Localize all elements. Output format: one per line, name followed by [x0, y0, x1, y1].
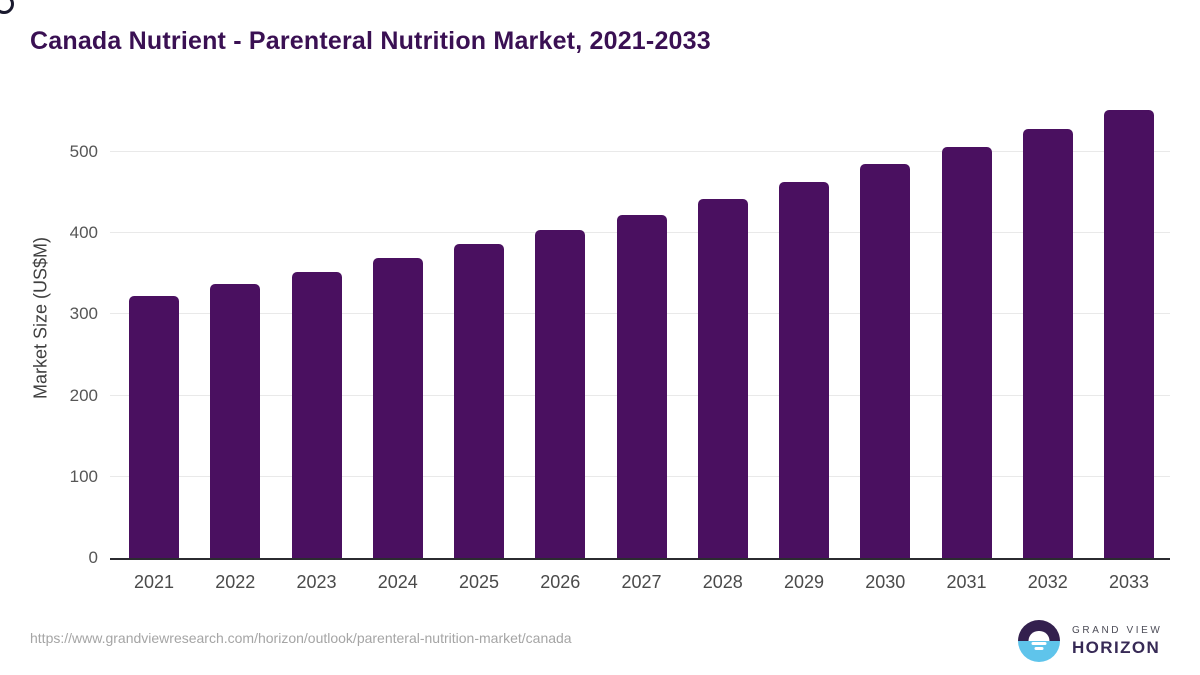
- x-tick-label-2021: 2021: [133, 572, 175, 592]
- bar-2022[interactable]: [210, 284, 261, 558]
- logo-wave-line-1: [1031, 641, 1047, 645]
- y-tick-label-100: 100: [69, 466, 98, 486]
- y-tick-label-0: 0: [88, 548, 98, 567]
- x-tick-label-2022: 2022: [215, 572, 256, 592]
- page-title: Canada Nutrient - Parenteral Nutrition M…: [30, 27, 711, 55]
- logo-wordmark: GRAND VIEW HORIZON: [1072, 625, 1162, 658]
- bar-2026[interactable]: [535, 229, 586, 558]
- bar-2029[interactable]: [779, 181, 829, 558]
- y-tick-label-500: 500: [69, 141, 98, 161]
- logo-wave-line-2: [1034, 646, 1044, 650]
- screenshot-corner-artifact: [0, 0, 14, 14]
- x-tick-label-2032: 2032: [1027, 572, 1068, 592]
- bar-2024[interactable]: [372, 258, 423, 558]
- logo-text-horizon: HORIZON: [1072, 637, 1161, 657]
- bar-2031[interactable]: [941, 146, 992, 558]
- x-tick-label-2029: 2029: [783, 572, 825, 592]
- x-tick-label-2026: 2026: [540, 572, 581, 592]
- gridline-500: [110, 150, 1170, 152]
- bar-2027[interactable]: [616, 215, 667, 558]
- bar-2030[interactable]: [860, 163, 911, 558]
- logo-water-half: [1018, 641, 1060, 662]
- x-tick-label-2033: 2033: [1108, 572, 1150, 592]
- x-tick-label-2024: 2024: [377, 572, 418, 592]
- y-tick-label-300: 300: [69, 304, 98, 324]
- plot-area: 0 100 200 300 400 500: [70, 100, 1170, 567]
- x-tick-label-2028: 2028: [702, 572, 743, 592]
- bar-2025[interactable]: [454, 244, 504, 558]
- logo-sun-shape: [1028, 631, 1050, 641]
- bar-2023[interactable]: [291, 272, 342, 558]
- y-tick-label-200: 200: [69, 385, 98, 405]
- grandview-horizon-logo: GRAND VIEW HORIZON: [1018, 620, 1162, 662]
- source-url: https://www.grandviewresearch.com/horizo…: [30, 630, 572, 646]
- y-tick-label-400: 400: [69, 223, 98, 242]
- x-tick-label-2023: 2023: [296, 572, 337, 592]
- horizon-sunrise-icon: [1018, 620, 1060, 662]
- x-tick-label-2025: 2025: [458, 572, 500, 592]
- bar-2028[interactable]: [697, 198, 748, 558]
- bar-2032[interactable]: [1022, 129, 1073, 558]
- bar-2021[interactable]: [129, 296, 179, 558]
- bar-2033[interactable]: [1104, 109, 1154, 558]
- logo-text-grand-view: GRAND VIEW: [1072, 624, 1163, 636]
- x-tick-label-2027: 2027: [621, 572, 662, 592]
- x-tick-label-2031: 2031: [946, 572, 987, 592]
- x-tick-label-2030: 2030: [865, 572, 906, 592]
